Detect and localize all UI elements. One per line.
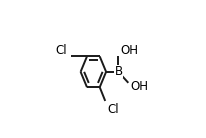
Text: Cl: Cl xyxy=(107,103,119,116)
Text: B: B xyxy=(115,65,123,78)
Text: OH: OH xyxy=(131,80,149,93)
Text: OH: OH xyxy=(120,43,138,57)
Text: Cl: Cl xyxy=(56,43,67,57)
